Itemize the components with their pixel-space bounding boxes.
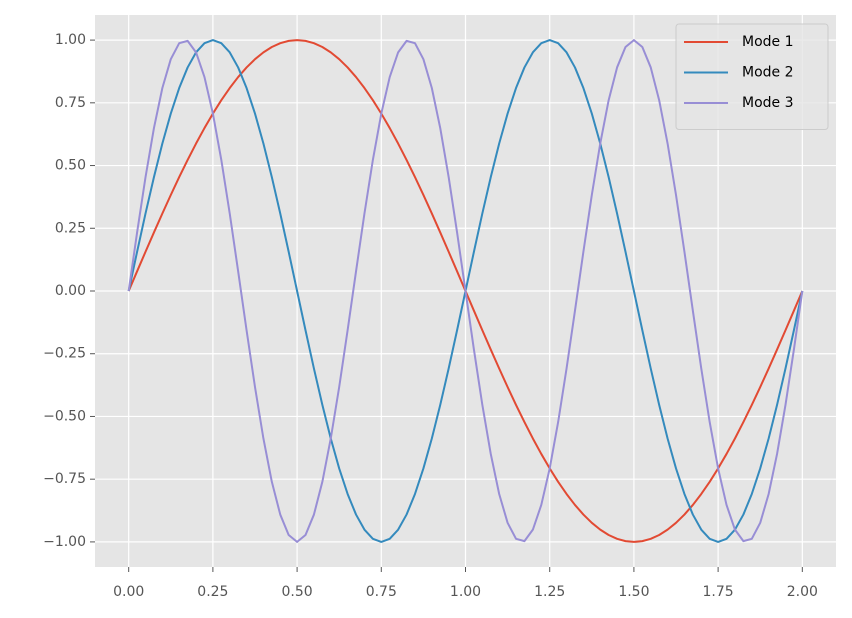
x-tick-label: 0.00 xyxy=(113,584,144,600)
x-tick-label: 2.00 xyxy=(787,584,818,600)
y-tick-label: 0.50 xyxy=(55,158,86,174)
legend-label: Mode 2 xyxy=(742,65,794,81)
y-tick-label: −0.50 xyxy=(43,408,86,424)
line-series xyxy=(127,39,804,543)
x-tick-label: 1.75 xyxy=(703,584,734,600)
x-tick-label: 0.25 xyxy=(197,584,228,600)
y-tick-label: 0.00 xyxy=(55,283,86,299)
y-tick-label: −0.75 xyxy=(43,471,86,487)
legend-label: Mode 3 xyxy=(742,95,794,111)
x-tick-label: 0.75 xyxy=(366,584,397,600)
x-tick-label: 1.25 xyxy=(534,584,565,600)
x-tick-label: 1.00 xyxy=(450,584,481,600)
y-tick-label: 0.25 xyxy=(55,220,86,236)
x-tick-label: 1.50 xyxy=(618,584,649,600)
y-tick-label: −1.00 xyxy=(43,534,86,550)
y-tick-label: −0.25 xyxy=(43,346,86,362)
y-tick-label: 1.00 xyxy=(55,32,86,48)
y-tick-label: 0.75 xyxy=(55,95,86,111)
legend-label: Mode 1 xyxy=(742,34,794,50)
x-tick-label: 0.50 xyxy=(282,584,313,600)
